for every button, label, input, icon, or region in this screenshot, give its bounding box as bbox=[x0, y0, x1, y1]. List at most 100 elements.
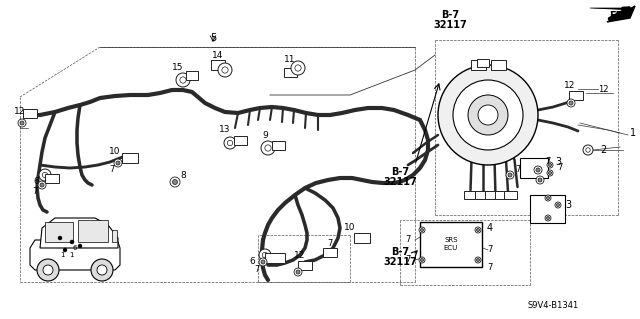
Bar bbox=[530, 195, 565, 223]
Circle shape bbox=[536, 168, 540, 172]
Circle shape bbox=[227, 140, 233, 146]
Circle shape bbox=[294, 268, 302, 276]
Text: 7: 7 bbox=[327, 239, 333, 248]
Circle shape bbox=[97, 265, 107, 275]
Text: 12: 12 bbox=[598, 85, 608, 93]
Bar bbox=[211, 60, 225, 70]
Circle shape bbox=[40, 183, 44, 187]
Circle shape bbox=[583, 145, 593, 155]
Bar bbox=[569, 91, 583, 100]
Text: 6: 6 bbox=[33, 177, 39, 187]
Circle shape bbox=[536, 176, 544, 184]
Circle shape bbox=[508, 173, 512, 177]
Bar bbox=[23, 108, 37, 117]
Circle shape bbox=[557, 204, 559, 206]
Text: 8: 8 bbox=[180, 170, 186, 180]
Text: 7: 7 bbox=[487, 246, 493, 255]
Text: 1: 1 bbox=[630, 128, 636, 138]
Text: 32117: 32117 bbox=[383, 177, 417, 187]
Text: 10: 10 bbox=[344, 224, 356, 233]
Circle shape bbox=[262, 252, 268, 258]
Bar bbox=[477, 59, 489, 67]
Text: 3: 3 bbox=[565, 200, 571, 210]
Circle shape bbox=[91, 259, 113, 281]
Circle shape bbox=[218, 63, 232, 77]
Polygon shape bbox=[30, 238, 120, 270]
Circle shape bbox=[538, 178, 542, 182]
Text: 12: 12 bbox=[564, 80, 576, 90]
Text: 7: 7 bbox=[487, 263, 493, 272]
Circle shape bbox=[545, 215, 551, 221]
Circle shape bbox=[176, 73, 190, 87]
Bar bbox=[495, 191, 508, 199]
Circle shape bbox=[20, 121, 24, 125]
Text: 7: 7 bbox=[32, 188, 38, 197]
Text: 12: 12 bbox=[14, 108, 26, 116]
Text: 9: 9 bbox=[262, 130, 268, 139]
Circle shape bbox=[259, 249, 271, 261]
Polygon shape bbox=[590, 8, 634, 14]
Circle shape bbox=[70, 240, 74, 244]
Bar bbox=[323, 248, 337, 256]
Circle shape bbox=[78, 244, 82, 248]
Text: S9V4-B1341: S9V4-B1341 bbox=[527, 300, 579, 309]
Bar bbox=[45, 174, 59, 182]
Circle shape bbox=[534, 166, 542, 174]
Circle shape bbox=[478, 105, 498, 125]
Circle shape bbox=[586, 148, 590, 152]
Text: 7: 7 bbox=[515, 166, 521, 174]
Circle shape bbox=[37, 259, 59, 281]
Text: FR.: FR. bbox=[609, 11, 627, 21]
Text: 5: 5 bbox=[210, 33, 216, 43]
Circle shape bbox=[420, 258, 424, 262]
Circle shape bbox=[261, 141, 275, 155]
Text: 13: 13 bbox=[220, 125, 231, 135]
Bar bbox=[186, 70, 198, 79]
Circle shape bbox=[477, 258, 479, 262]
Text: 7: 7 bbox=[109, 166, 115, 174]
Circle shape bbox=[475, 227, 481, 233]
Circle shape bbox=[259, 258, 267, 266]
Text: 3: 3 bbox=[555, 157, 561, 167]
Text: 14: 14 bbox=[212, 50, 224, 60]
Circle shape bbox=[548, 172, 552, 174]
Text: B-7: B-7 bbox=[391, 247, 409, 257]
Circle shape bbox=[547, 197, 550, 199]
Circle shape bbox=[222, 67, 228, 73]
Circle shape bbox=[453, 80, 523, 150]
Bar bbox=[484, 191, 497, 199]
Bar bbox=[271, 140, 285, 150]
Circle shape bbox=[547, 162, 553, 168]
Bar bbox=[234, 136, 246, 145]
Bar bbox=[520, 158, 548, 178]
Circle shape bbox=[291, 61, 305, 75]
Circle shape bbox=[567, 99, 575, 107]
Circle shape bbox=[547, 217, 550, 219]
Bar bbox=[78, 220, 108, 242]
Circle shape bbox=[477, 228, 479, 232]
Circle shape bbox=[438, 65, 538, 165]
Text: 15: 15 bbox=[172, 63, 184, 72]
Text: 10: 10 bbox=[109, 147, 121, 157]
Circle shape bbox=[419, 257, 425, 263]
Text: 7: 7 bbox=[557, 164, 563, 173]
Text: 32117: 32117 bbox=[433, 20, 467, 30]
Bar bbox=[490, 60, 506, 70]
Text: 11: 11 bbox=[284, 56, 296, 64]
Circle shape bbox=[170, 177, 180, 187]
Text: 7: 7 bbox=[545, 158, 550, 167]
Bar bbox=[284, 68, 296, 77]
Polygon shape bbox=[607, 6, 635, 22]
Circle shape bbox=[468, 95, 508, 135]
Text: 7: 7 bbox=[405, 256, 411, 264]
Text: 6: 6 bbox=[73, 245, 77, 251]
Text: 32117: 32117 bbox=[383, 257, 417, 267]
Circle shape bbox=[555, 202, 561, 208]
Circle shape bbox=[475, 257, 481, 263]
Circle shape bbox=[114, 159, 122, 167]
Circle shape bbox=[173, 180, 177, 184]
Bar bbox=[474, 191, 488, 199]
Bar bbox=[504, 191, 516, 199]
Bar bbox=[470, 60, 486, 70]
Bar bbox=[45, 222, 73, 242]
